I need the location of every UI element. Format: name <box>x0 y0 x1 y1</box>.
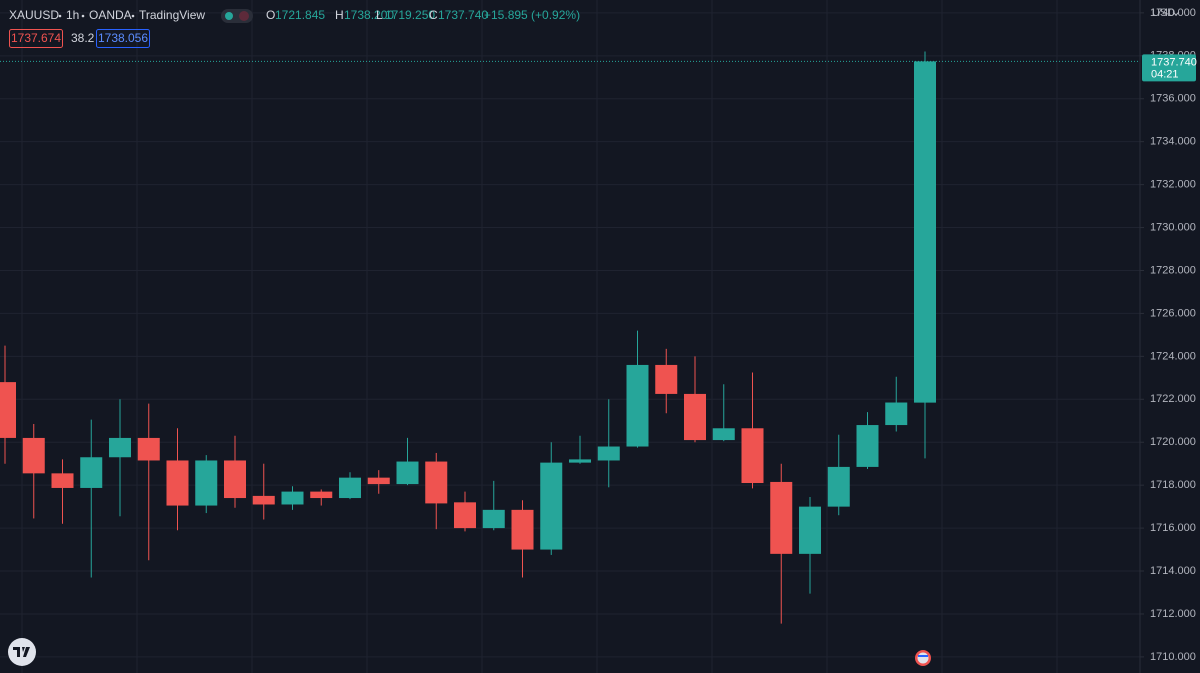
platform: TradingView <box>139 8 205 22</box>
y-tick-label: 1712.000 <box>1150 608 1196 620</box>
candle-body <box>885 402 908 426</box>
y-tick-label: 1718.000 <box>1150 479 1196 491</box>
candle-body <box>0 382 16 438</box>
candle-body <box>741 428 764 484</box>
y-tick-label: 1734.000 <box>1150 136 1196 148</box>
indicator-label: 38.2 <box>71 31 95 45</box>
candle-body <box>827 466 850 507</box>
y-tick-label: 1736.000 <box>1150 93 1196 105</box>
last-price-label: 1737.740 <box>1151 56 1197 68</box>
candle-body <box>712 428 735 441</box>
ohlc-value: 1737.740 <box>438 8 488 22</box>
y-tick-label: 1720.000 <box>1150 436 1196 448</box>
candle-body <box>454 502 476 529</box>
currency[interactable]: USD <box>1152 7 1175 19</box>
candle-body <box>684 393 706 441</box>
candle-body <box>137 437 160 461</box>
candle-body <box>914 61 936 403</box>
indicator-label: 1737.674 <box>11 31 61 45</box>
candle-body <box>252 495 275 505</box>
last-price-box <box>1142 54 1196 82</box>
indicator-label: 1738.056 <box>98 31 148 45</box>
y-tick-label: 1724.000 <box>1150 350 1196 362</box>
candle-body <box>310 491 333 499</box>
exchange: OANDA <box>89 8 132 22</box>
candle-body <box>511 509 534 550</box>
separator <box>81 14 85 18</box>
candle-body <box>22 437 45 474</box>
y-tick-label: 1714.000 <box>1150 565 1196 577</box>
candle-body <box>367 477 390 485</box>
change: +15.895 (+0.92%) <box>484 8 580 22</box>
ohlc-key: O <box>266 8 275 22</box>
grid <box>0 0 1140 673</box>
candle-body <box>195 460 218 506</box>
ohlc-key: H <box>335 8 344 22</box>
candle-body <box>425 461 448 504</box>
ohlc-value: 1719.250 <box>385 8 435 22</box>
status-icon <box>239 11 249 21</box>
candle-body <box>655 364 678 394</box>
candle-body <box>482 509 505 529</box>
y-tick-label: 1728.000 <box>1150 264 1196 276</box>
currency-arrow <box>1172 11 1180 16</box>
ohlc-value: 1721.845 <box>275 8 325 22</box>
status-dot <box>225 12 233 20</box>
separator <box>58 14 62 18</box>
y-tick-label: 1732.000 <box>1150 179 1196 191</box>
ohlc-key: C <box>429 8 438 22</box>
candle-body <box>569 459 591 463</box>
logo[interactable] <box>8 638 36 666</box>
symbol[interactable]: XAUUSD <box>9 8 59 22</box>
candle-body <box>224 460 246 499</box>
candles <box>0 51 936 624</box>
y-tick-label: 1730.000 <box>1150 221 1196 233</box>
y-tick-label: 1710.000 <box>1150 651 1196 663</box>
label-box <box>9 29 63 48</box>
candle-body <box>396 461 419 485</box>
candle-body <box>770 481 793 554</box>
y-tick-label: 1716.000 <box>1150 522 1196 534</box>
label-box <box>96 29 150 48</box>
candle-body <box>166 460 189 506</box>
y-tick-label: 1722.000 <box>1150 393 1196 405</box>
candle-body <box>799 506 821 554</box>
candle-body <box>109 437 131 458</box>
ohlc-key: L <box>376 8 383 22</box>
candle-body <box>597 446 620 461</box>
y-tick-label: 1726.000 <box>1150 307 1196 319</box>
candle-body <box>51 473 74 488</box>
price-axis: 1710.000 1712.000 1714.000 1716.000 1718.000… <box>1140 7 1196 663</box>
candle-body <box>626 364 649 447</box>
separator <box>131 14 135 18</box>
candle-body <box>80 457 103 488</box>
interval[interactable]: 1h <box>66 8 79 22</box>
candle-body <box>281 491 304 505</box>
countdown: 04:21 <box>1151 68 1179 80</box>
candle-body <box>540 462 563 550</box>
ohlc-value: 1738.200 <box>344 8 394 22</box>
event-icon[interactable] <box>915 650 931 666</box>
y-tick-label: 1740.000 <box>1150 7 1196 19</box>
candle-body <box>856 425 879 467</box>
candle-body <box>339 477 361 499</box>
